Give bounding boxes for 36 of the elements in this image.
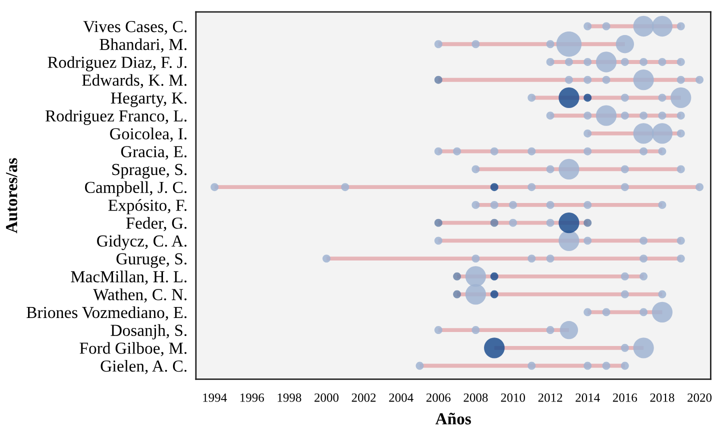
y-tick-label: Wathen, C. N. <box>93 288 186 303</box>
x-tick-label: 2018 <box>650 393 674 402</box>
y-tick-label: Gracia, E. <box>121 146 186 160</box>
x-tick-label: 2016 <box>612 393 638 402</box>
x-tick-label: 1996 <box>240 393 264 402</box>
y-tick-label: Vives Cases, C. <box>83 21 186 35</box>
x-tick-label: 2000 <box>314 393 338 402</box>
x-tick-label: 2014 <box>576 393 600 402</box>
y-tick-label: Ford Gilboe, M. <box>80 342 186 356</box>
y-tick-label: Goicolea, I. <box>110 128 186 142</box>
y-tick-label: Expósito, F. <box>108 199 186 214</box>
x-tick-label: 2002 <box>352 393 376 402</box>
x-axis-title: Años <box>435 412 471 424</box>
x-tick-label: 2006 <box>426 393 451 402</box>
x-tick-label: 2020 <box>688 393 712 402</box>
y-tick-label: Rodriguez Franco, L. <box>46 110 186 125</box>
y-tick-label: Bhandari, M. <box>100 38 186 52</box>
x-tick-label: 2004 <box>389 393 414 402</box>
y-tick-label: Rodriguez Diaz, F. J. <box>48 56 186 72</box>
y-tick-label: Edwards, K. M. <box>82 74 186 88</box>
x-tick-label: 1998 <box>278 393 302 402</box>
x-tick-label: 2010 <box>501 393 526 402</box>
y-tick-label: Gidycz, C. A. <box>97 234 186 250</box>
x-tick-label: 2008 <box>464 393 488 402</box>
x-tick-label: 2012 <box>538 393 562 402</box>
y-tick-label: Sprague, S. <box>112 164 186 179</box>
y-tick-label: Campbell, J. C. <box>85 181 186 196</box>
y-tick-label: Guruge, S. <box>116 253 186 268</box>
y-tick-label: Briones Vozmediano, E. <box>26 306 186 321</box>
y-tick-label: MacMillan, H. L. <box>70 270 186 285</box>
y-tick-label: Feder, G. <box>126 217 186 232</box>
y-axis-title: Autores/as <box>6 158 18 234</box>
y-tick-label: Hegarty, K. <box>110 92 186 108</box>
y-tick-label: Dosanjh, S. <box>110 324 186 340</box>
y-tick-label: Gielen, A. C. <box>100 360 186 374</box>
x-tick-label: 1994 <box>203 393 227 402</box>
